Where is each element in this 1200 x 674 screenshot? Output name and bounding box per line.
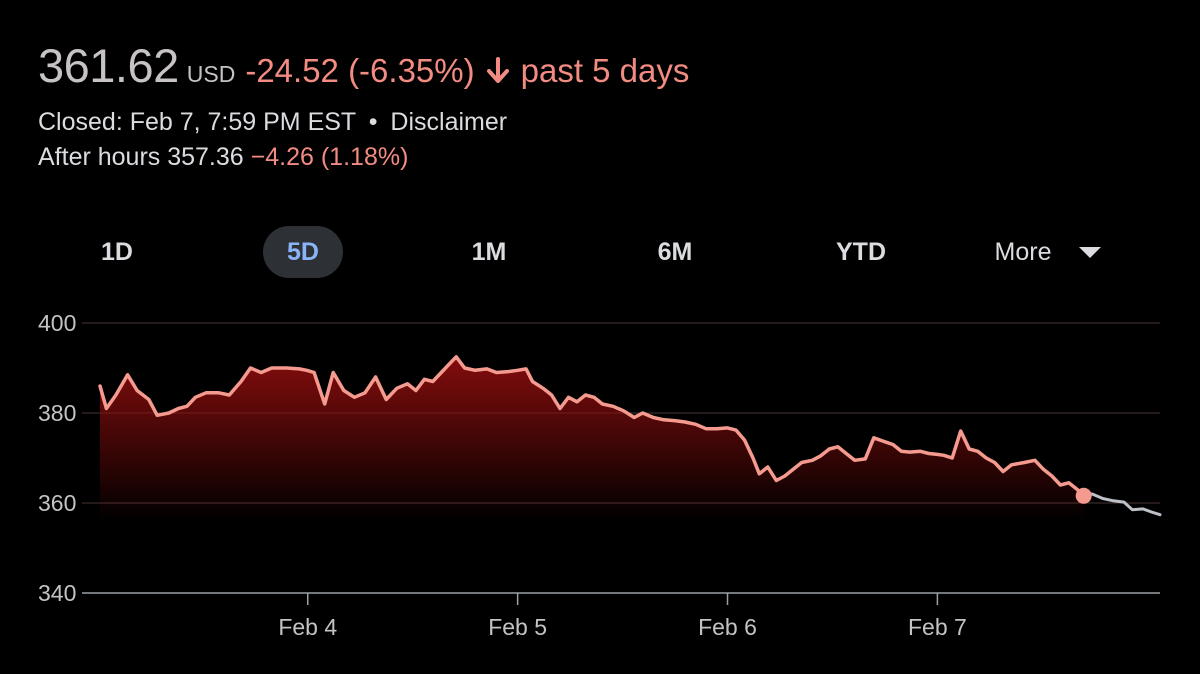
x-tick-label: Feb 4 bbox=[278, 614, 337, 640]
market-status: Closed: Feb 7, 7:59 PM EST bbox=[38, 108, 356, 136]
price-line: 361.62 USD -24.52 (-6.35%) past 5 days bbox=[38, 38, 1158, 102]
separator: • bbox=[368, 108, 378, 136]
current-price: 361.62 bbox=[38, 39, 179, 92]
x-tick-label: Feb 6 bbox=[698, 614, 757, 640]
y-tick-label: 380 bbox=[38, 400, 76, 426]
disclaimer-link[interactable]: Disclaimer bbox=[390, 108, 508, 136]
after-hours-change: −4.26 (1.18%) bbox=[250, 143, 409, 171]
y-tick-label: 340 bbox=[38, 580, 76, 606]
price-change: -24.52 (-6.35%) bbox=[245, 52, 475, 89]
y-tick-label: 360 bbox=[38, 490, 76, 516]
y-tick-label: 400 bbox=[38, 310, 76, 336]
caret-down-icon bbox=[1079, 246, 1102, 258]
more-label: More bbox=[994, 238, 1052, 266]
currency-label: USD bbox=[186, 61, 236, 87]
tab-5d[interactable]: 5D bbox=[263, 226, 343, 278]
after-hours-line-series bbox=[1082, 492, 1162, 517]
change-period: past 5 days bbox=[520, 52, 690, 89]
after-hours-line: After hours 357.36 −4.26 (1.18%) bbox=[38, 143, 1158, 172]
x-tick-label: Feb 5 bbox=[488, 614, 547, 640]
tab-more[interactable]: More bbox=[978, 226, 1118, 278]
arrow-down-icon bbox=[483, 56, 513, 86]
current-price-point bbox=[1075, 487, 1092, 504]
tab-1m[interactable]: 1M bbox=[471, 238, 507, 266]
tab-1d[interactable]: 1D bbox=[101, 238, 133, 266]
market-status-line: Closed: Feb 7, 7:59 PM EST • Disclaimer bbox=[38, 108, 1158, 137]
tab-6m[interactable]: 6M bbox=[657, 238, 693, 266]
quote-header: 361.62 USD -24.52 (-6.35%) past 5 days C… bbox=[38, 38, 1158, 172]
tab-ytd[interactable]: YTD bbox=[836, 238, 886, 266]
x-tick-label: Feb 7 bbox=[908, 614, 967, 640]
price-line-series bbox=[98, 355, 1086, 498]
range-tabs: 1D 5D 1M 6M YTD More bbox=[0, 224, 1200, 280]
after-hours-price: After hours 357.36 bbox=[38, 143, 244, 171]
price-chart[interactable]: 400 380 360 340 Feb 4 Feb 5 Feb 6 Feb 7 bbox=[0, 300, 1200, 674]
price-area-fill bbox=[100, 356, 1084, 521]
